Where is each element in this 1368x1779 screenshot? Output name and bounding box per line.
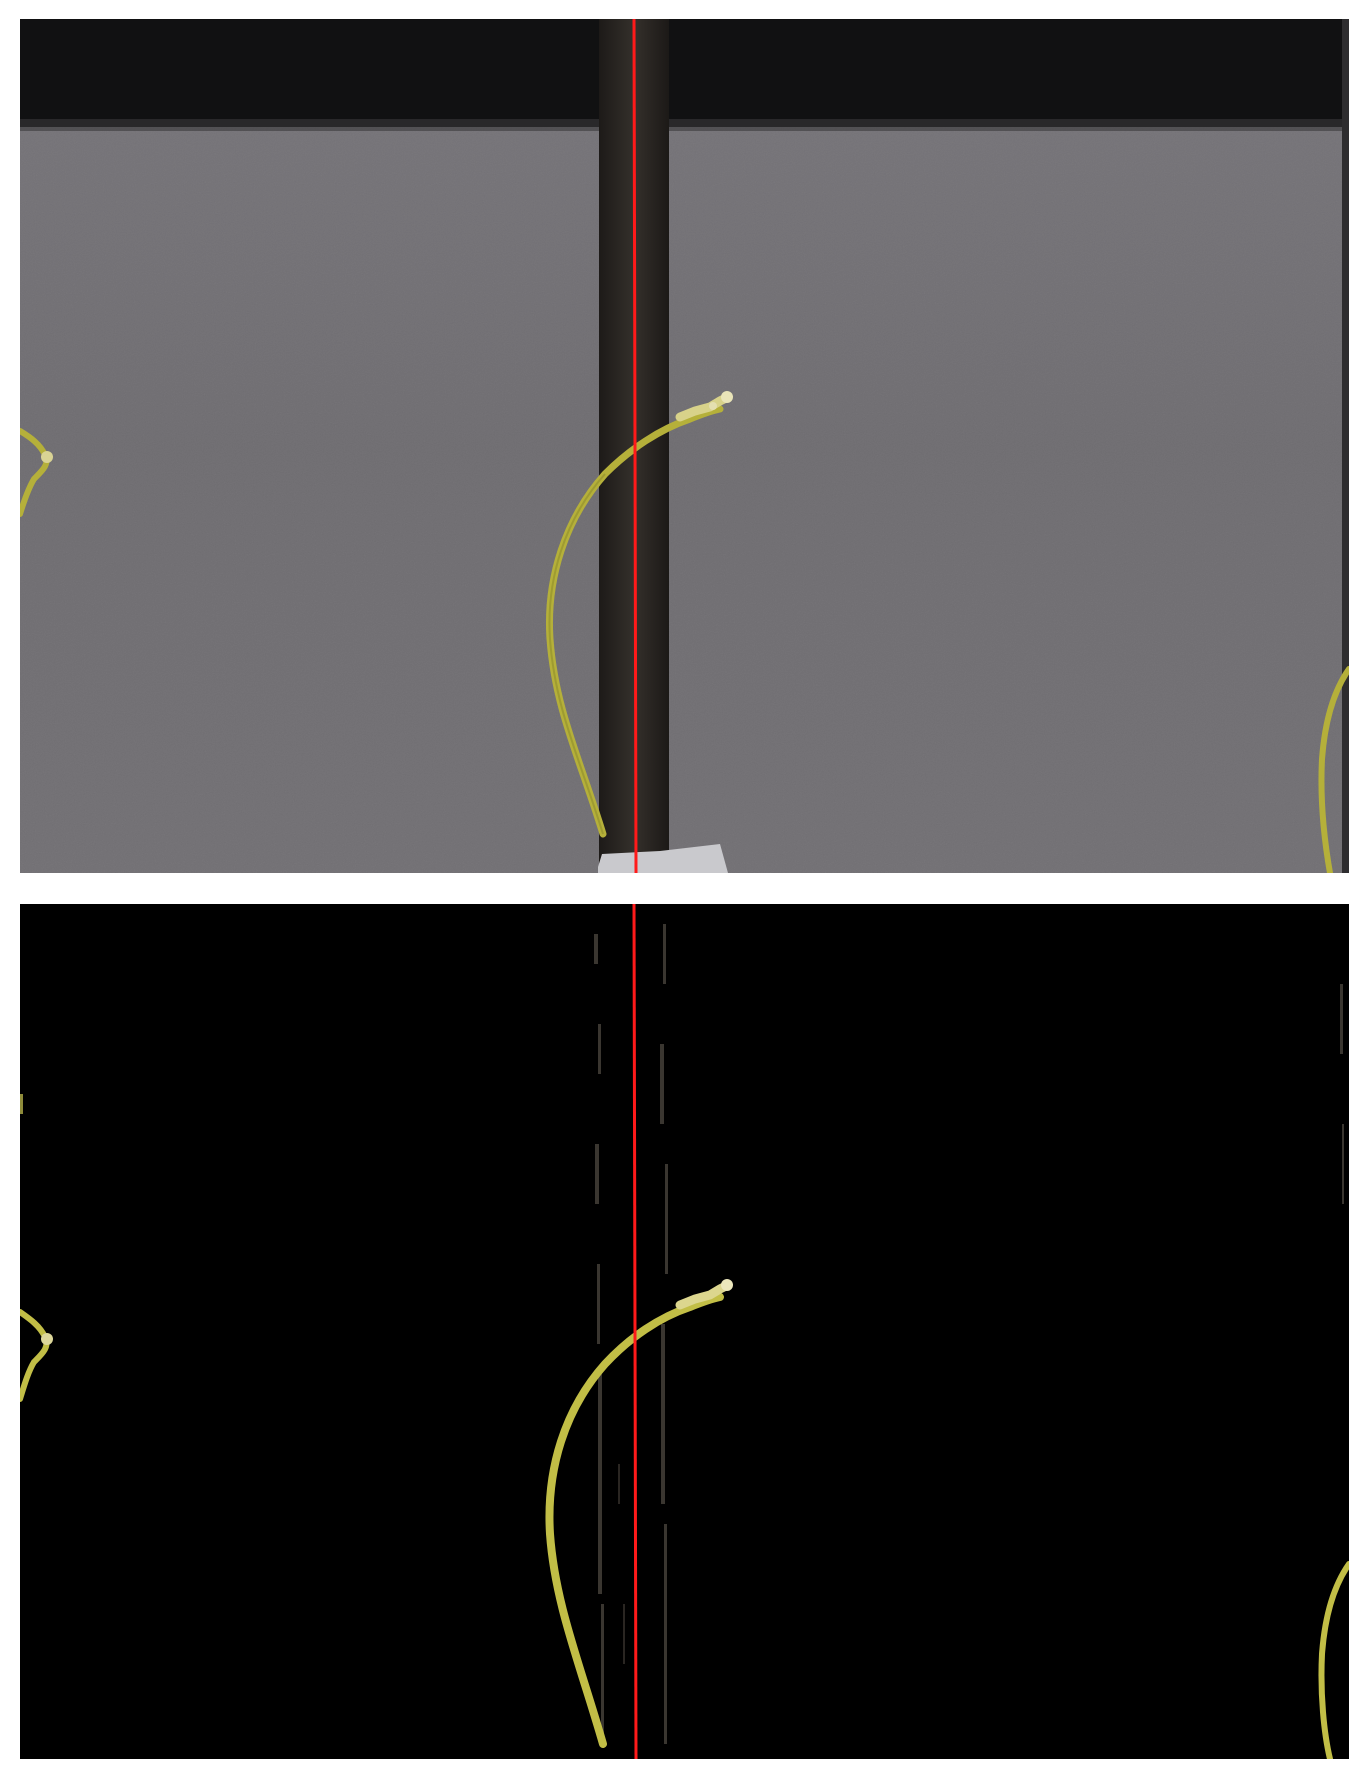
segmented-right-plant-fragment	[1318, 1561, 1349, 1759]
segmented-left-plant-fragment	[20, 1309, 50, 1402]
original-photo	[20, 19, 1349, 873]
base-clip	[598, 844, 728, 873]
rod-residue	[594, 924, 1344, 1744]
red-reference-line	[632, 19, 638, 873]
dark-top-band	[20, 19, 1349, 127]
segmented-center-plant-stem	[545, 1293, 724, 1748]
original-photo-panel	[20, 19, 1349, 873]
right-plant-fragment	[1318, 666, 1349, 873]
segmented-mask	[20, 904, 1349, 1759]
segmented-mask-panel	[20, 904, 1349, 1759]
left-plant-fragment	[20, 428, 50, 517]
segmented-red-reference-line	[632, 904, 638, 1759]
mask-background	[20, 904, 1349, 1759]
